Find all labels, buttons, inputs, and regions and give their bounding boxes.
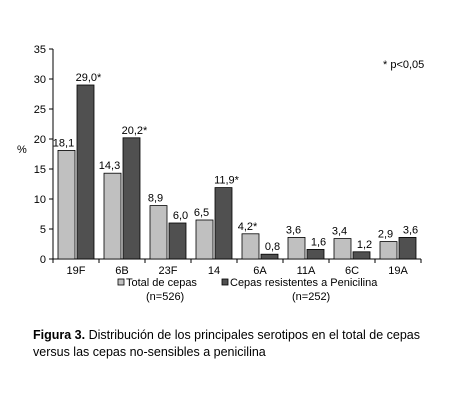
bar-resistant bbox=[352, 251, 371, 260]
legend-swatch-total bbox=[117, 278, 125, 286]
bar-total bbox=[57, 149, 76, 260]
bar-resistant bbox=[214, 187, 233, 260]
data-label-resistant: 1,2 bbox=[357, 239, 372, 251]
data-label-resistant: 3,6 bbox=[403, 224, 418, 236]
bar-resistant bbox=[306, 248, 325, 260]
y-axis-label: % bbox=[17, 144, 27, 156]
data-label-total: 2,9 bbox=[378, 229, 393, 241]
data-label-resistant: 1,6 bbox=[311, 236, 326, 248]
caption-label: Figura 3. bbox=[33, 328, 86, 342]
y-tick-label: 20 bbox=[34, 134, 46, 146]
bar-total bbox=[103, 172, 122, 260]
chart-bars bbox=[57, 84, 417, 260]
data-label-total: 14,3 bbox=[99, 160, 120, 172]
x-tick-label: 6C bbox=[345, 265, 359, 277]
bar-total bbox=[379, 241, 398, 260]
y-tick-label: 15 bbox=[34, 164, 46, 176]
chart-data-labels: 18,1 14,3 8,9 6,5 4,2* 3,6 3,4 2,9 29,0* 20,2* 6,0… bbox=[53, 72, 418, 253]
data-label-resistant: 29,0* bbox=[76, 72, 102, 84]
data-label-total: 18,1 bbox=[53, 137, 74, 149]
figure-caption: Figura 3. Distribución de los principale… bbox=[33, 327, 433, 361]
chart-axes: 0 5 10 15 20 25 30 35 19F 6B 23F 14 6A 11A 6C 19A bbox=[34, 44, 422, 277]
legend-label-total: Total de cepas bbox=[126, 277, 197, 289]
y-tick-label: 25 bbox=[34, 104, 46, 116]
legend-swatch-resistant bbox=[221, 278, 229, 286]
bar-total bbox=[241, 233, 260, 260]
y-tick-label: 30 bbox=[34, 74, 46, 86]
y-tick-label: 35 bbox=[34, 44, 46, 56]
legend-n-resistant: (n=252) bbox=[292, 291, 330, 303]
x-tick-label: 6A bbox=[253, 265, 267, 277]
x-tick-label: 11A bbox=[297, 265, 316, 277]
bar-total bbox=[149, 205, 168, 260]
data-label-total: 3,6 bbox=[286, 224, 301, 236]
bar-total bbox=[287, 236, 306, 260]
x-tick-label: 19F bbox=[67, 265, 86, 277]
caption-text: Distribución de los principales serotipo… bbox=[33, 328, 420, 359]
bar-total bbox=[195, 219, 214, 260]
data-label-resistant: 20,2* bbox=[122, 125, 148, 137]
legend-label-resistant: Cepas resistentes a Penicilina bbox=[230, 277, 378, 289]
chart-legend: Total de cepas (n=526) Cepas resistentes a… bbox=[117, 277, 378, 303]
data-label-total: 4,2* bbox=[238, 221, 258, 233]
data-label-resistant: 6,0 bbox=[173, 210, 188, 222]
bar-total bbox=[333, 238, 352, 260]
y-tick-label: 10 bbox=[34, 194, 46, 206]
bar-resistant bbox=[168, 222, 187, 260]
x-tick-label: 6B bbox=[115, 265, 128, 277]
x-tick-label: 19A bbox=[388, 265, 408, 277]
data-label-total: 6,5 bbox=[194, 207, 209, 219]
data-label-resistant: 11,9* bbox=[214, 175, 240, 187]
significance-annotation: * p<0,05 bbox=[383, 59, 424, 71]
x-tick-label: 23F bbox=[159, 265, 178, 277]
bar-resistant bbox=[76, 84, 95, 260]
y-tick-label: 5 bbox=[40, 224, 46, 236]
bar-resistant bbox=[122, 137, 141, 260]
data-label-resistant: 0,8 bbox=[265, 241, 280, 253]
data-label-total: 3,4 bbox=[332, 226, 347, 238]
bar-resistant bbox=[398, 236, 417, 260]
data-label-total: 8,9 bbox=[148, 193, 163, 205]
bar-resistant bbox=[260, 253, 279, 260]
legend-n-total: (n=526) bbox=[146, 291, 184, 303]
x-tick-label: 14 bbox=[208, 265, 220, 277]
y-tick-label: 0 bbox=[40, 254, 46, 266]
